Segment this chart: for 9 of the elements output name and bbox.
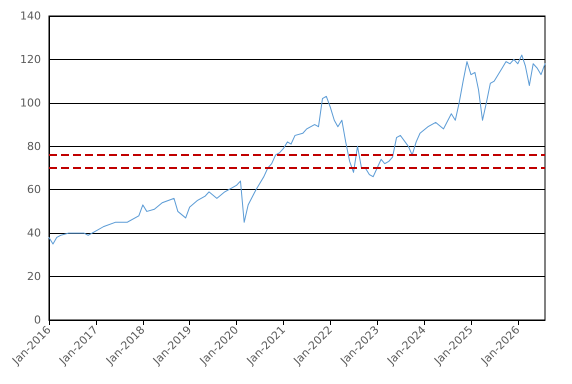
line-series — [48, 54, 546, 244]
y-tick-label: 20 — [27, 270, 41, 284]
y-tick-label: 120 — [20, 52, 41, 66]
y-tick-label: 40 — [27, 226, 41, 240]
y-tick-label: 100 — [20, 96, 41, 110]
y-tick-label: 140 — [20, 10, 41, 22]
y-tick-label: 60 — [27, 183, 41, 196]
y-tick-label: 80 — [27, 140, 41, 153]
y-tick-label: 0 — [34, 314, 41, 326]
